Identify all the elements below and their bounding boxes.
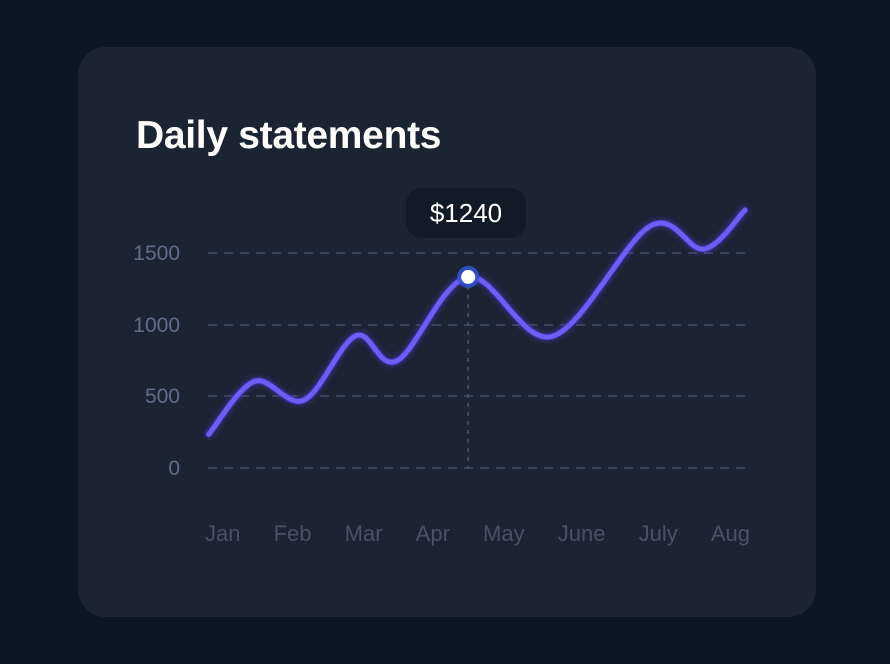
svg-text:1000: 1000	[133, 314, 180, 337]
svg-text:1500: 1500	[133, 242, 180, 265]
svg-text:500: 500	[145, 385, 180, 408]
svg-text:0: 0	[168, 457, 180, 480]
